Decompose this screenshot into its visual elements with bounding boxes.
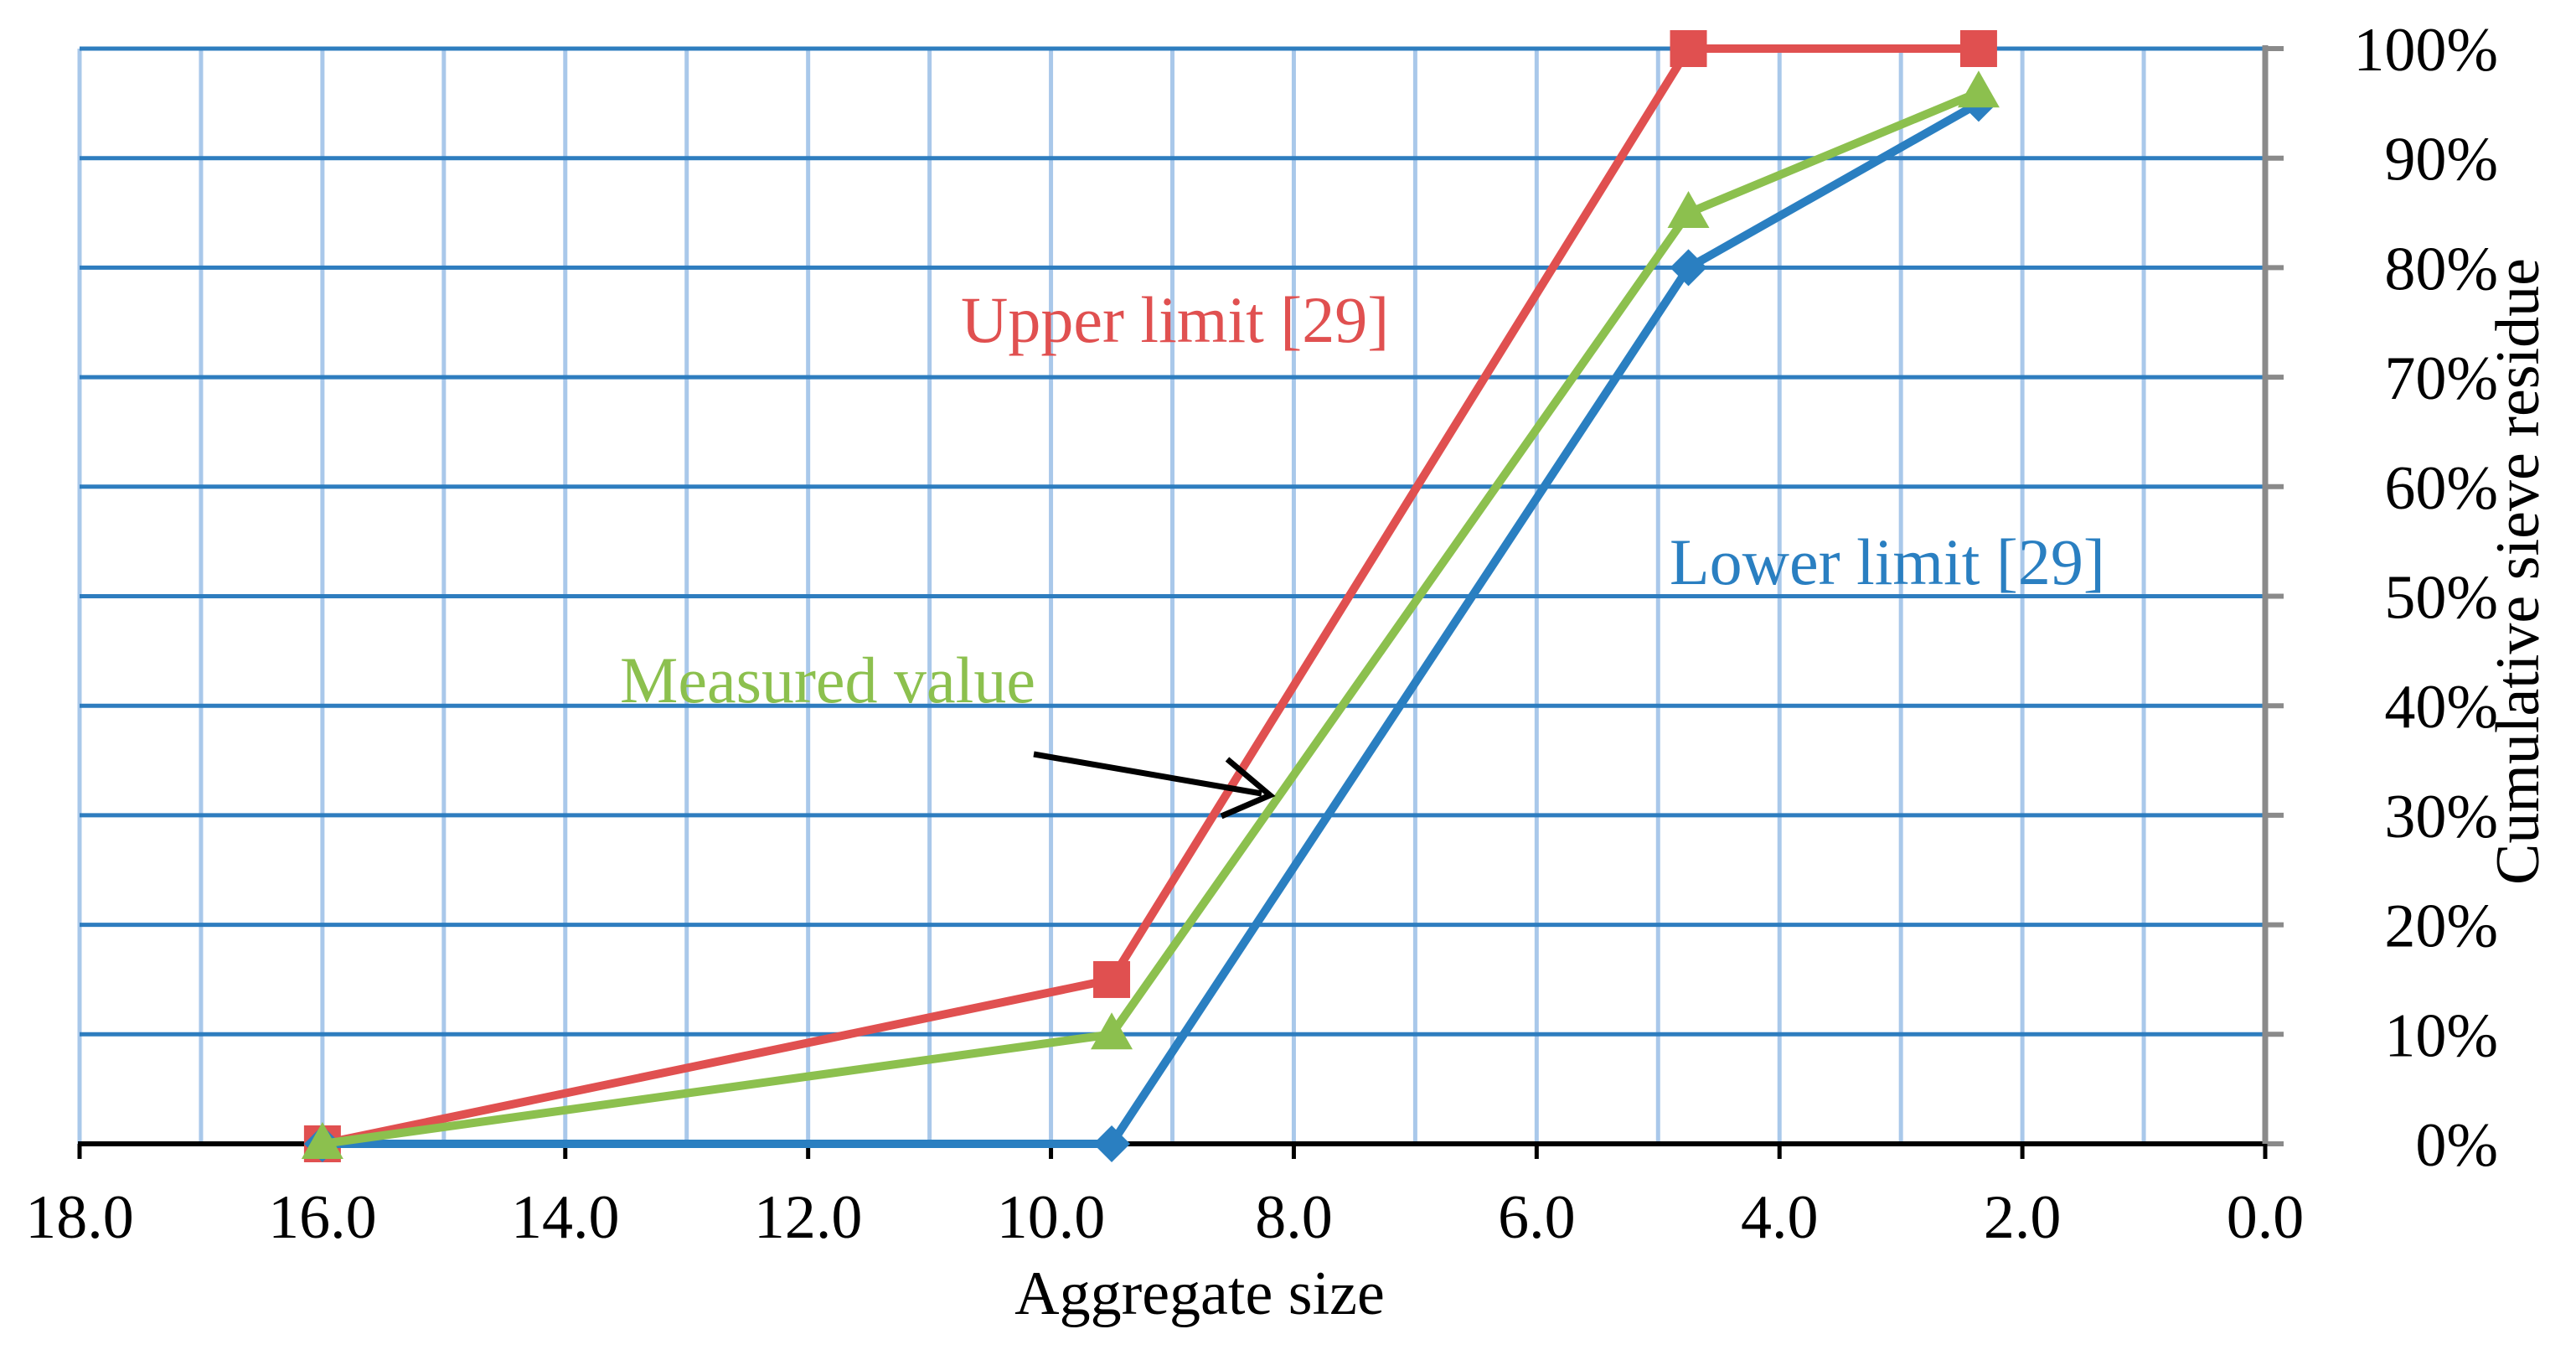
- annotation-arrow-head: [1220, 757, 1276, 820]
- y-tick-label: 100%: [2353, 16, 2498, 85]
- data-point-square: [1959, 30, 1997, 67]
- x-tick-label: 16.0: [268, 1183, 377, 1252]
- y-tick-label: 30%: [2384, 783, 2498, 851]
- y-tick-label: 10%: [2384, 1001, 2498, 1070]
- y-tick-label: 0%: [2415, 1111, 2498, 1180]
- x-tick-label: 4.0: [1741, 1183, 1819, 1252]
- y-tick-label: 60%: [2384, 454, 2498, 523]
- y-tick-label: 80%: [2384, 235, 2498, 303]
- data-point-triangle: [1667, 191, 1710, 229]
- annotation-measured-value: Measured value: [620, 644, 1035, 716]
- x-tick-label: 10.0: [997, 1183, 1106, 1252]
- x-tick-label: 18.0: [25, 1183, 134, 1252]
- x-tick-label: 8.0: [1255, 1183, 1333, 1252]
- annotation-lower-limit: Lower limit [29]: [1670, 525, 2105, 598]
- data-point-diamond: [1093, 1125, 1131, 1162]
- data-point-diamond: [1670, 249, 1707, 287]
- annotation-upper-limit: Upper limit [29]: [961, 283, 1389, 356]
- data-point-triangle: [1957, 70, 2000, 108]
- tick-labels: 18.0 16.0 14.0 12.0 10.0 8.0 6.0 4.0 2.0 0.0 0% 10%…: [25, 16, 2498, 1252]
- major-gridlines: [80, 46, 2265, 1146]
- y-axis-title: Cumulative sieve residue: [2484, 258, 2553, 885]
- data-point-square: [1670, 30, 1707, 67]
- series-line: [322, 88, 1980, 1148]
- series-line: [321, 44, 1979, 1148]
- data-point-triangle: [1091, 1012, 1133, 1050]
- x-tick-label: 12.0: [754, 1183, 863, 1252]
- series-layer: [301, 30, 2000, 1162]
- x-tick-label: 14.0: [511, 1183, 620, 1252]
- series-measured-value: [301, 70, 2000, 1159]
- data-point-triangle: [301, 1122, 343, 1159]
- x-tick-label: 0.0: [2227, 1183, 2305, 1252]
- y-tick-label: 40%: [2384, 673, 2498, 742]
- annotation-arrow-shaft: [1033, 751, 1262, 797]
- series-upper-limit-29: [303, 30, 1997, 1162]
- y-tick-label: 20%: [2384, 892, 2498, 961]
- x-axis-title: Aggregate size: [1014, 1259, 1385, 1328]
- series-line: [322, 99, 1981, 1148]
- x-tick-label: 2.0: [1984, 1183, 2062, 1252]
- x-tick-label: 6.0: [1498, 1183, 1576, 1252]
- y-tick-label: 50%: [2384, 564, 2498, 633]
- y-tick-label: 70%: [2384, 344, 2498, 413]
- data-point-square: [1093, 960, 1131, 998]
- y-tick-label: 90%: [2384, 126, 2498, 194]
- annotation-layer: Upper limit [29] Lower limit [29] Measured…: [620, 283, 2105, 820]
